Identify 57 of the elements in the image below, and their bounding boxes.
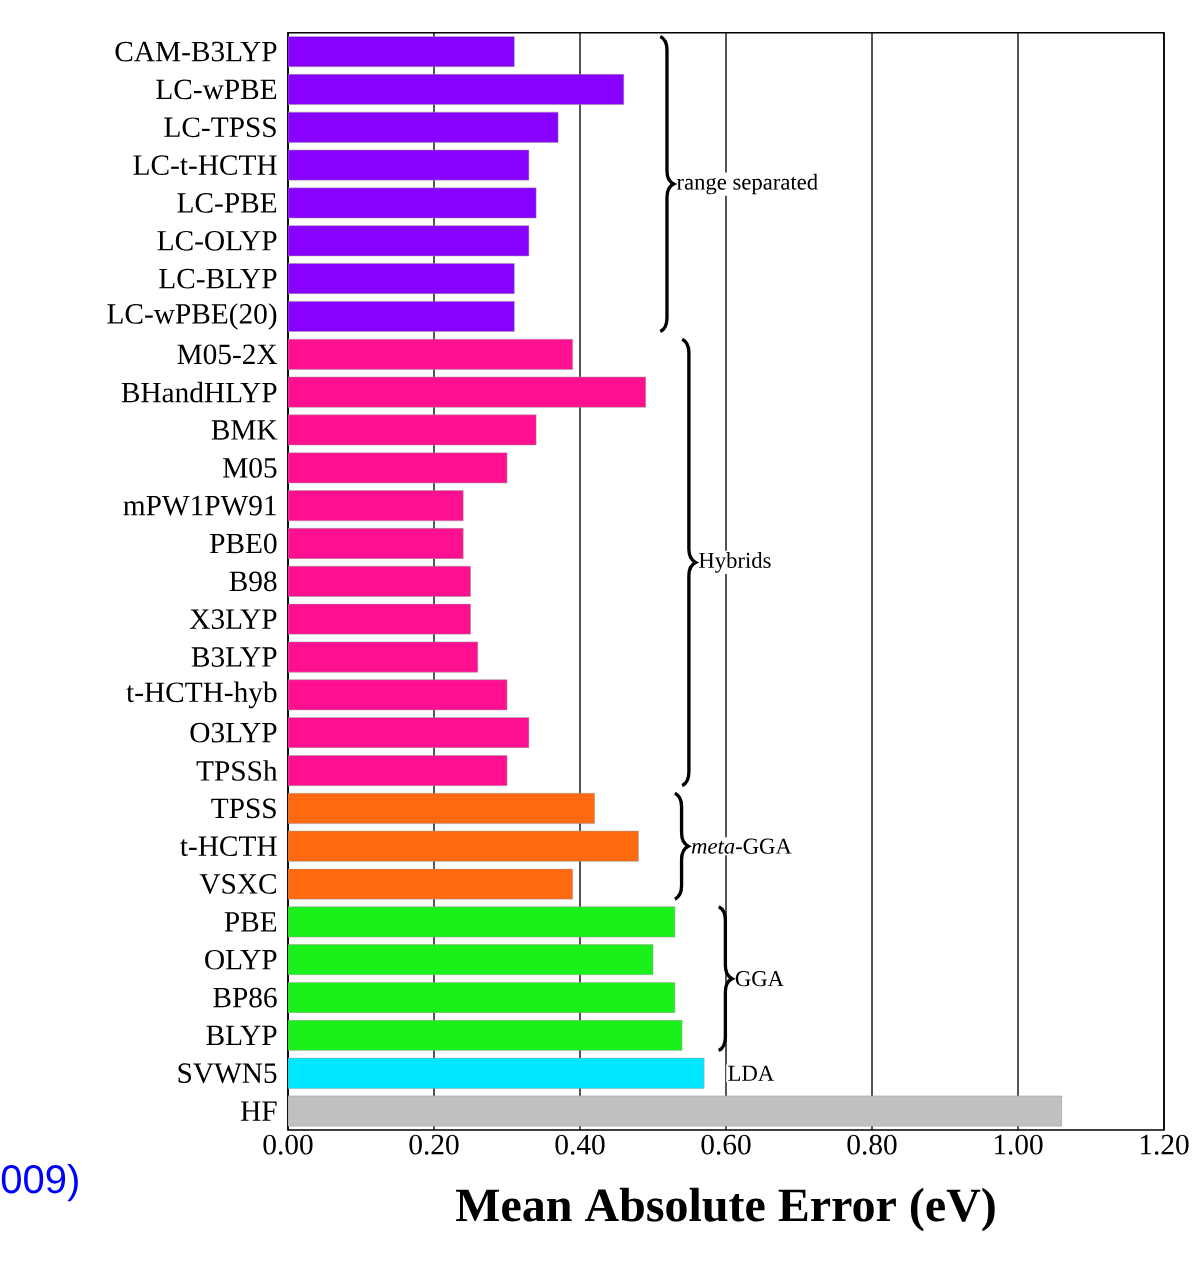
- bar: [287, 490, 464, 522]
- y-tick-label: BHandHLYP: [121, 381, 277, 403]
- x-tick-label: 1.20: [1140, 1134, 1189, 1155]
- y-tick-label: LC-BLYP: [159, 268, 277, 289]
- y-tick-label: LC-TPSS: [164, 117, 276, 138]
- y-tick-label: PBE: [224, 912, 277, 932]
- bar: [287, 225, 530, 257]
- y-tick-label: TPSS: [211, 798, 276, 819]
- bar: [287, 111, 559, 143]
- x-tick-label: 0.00: [263, 1134, 313, 1155]
- y-tick-label: PBE0: [209, 533, 277, 554]
- x-tick-label: 0.60: [701, 1134, 751, 1155]
- bar: [287, 641, 479, 673]
- bar: [287, 906, 676, 938]
- annotation: range separated: [676, 173, 818, 195]
- y-tick-label: TPSSh: [196, 760, 278, 781]
- y-tick-label: M05: [222, 457, 277, 478]
- y-tick-label: B3LYP: [191, 647, 277, 667]
- bar: [287, 528, 464, 559]
- text: 009): [1, 1164, 78, 1202]
- bar: [287, 792, 595, 824]
- x-tick-label: 0.80: [847, 1134, 897, 1155]
- annotation: Hybrids: [699, 552, 771, 573]
- y-tick-label: BP86: [213, 987, 277, 1008]
- y-tick-label: CAM-B3LYP: [115, 41, 277, 62]
- x-tick-label: 0.40: [555, 1134, 605, 1155]
- x-axis-title: Mean Absolute Error (eV): [455, 1187, 995, 1232]
- x-tick-label: 0.20: [409, 1134, 459, 1155]
- y-tick-label: VSXC: [199, 874, 276, 894]
- bar: [287, 1057, 705, 1089]
- bar: [287, 414, 537, 446]
- bar: [287, 1095, 1063, 1127]
- annotation: meta-GGA: [691, 838, 792, 854]
- y-tick-label: LC-PBE: [177, 193, 277, 213]
- y-tick-label: LC-OLYP: [157, 230, 277, 251]
- y-tick-label: OLYP: [205, 949, 277, 970]
- bar: [287, 830, 639, 862]
- annotation: LDA: [728, 1065, 774, 1081]
- y-tick-label: mPW1PW91: [123, 495, 276, 516]
- bar: [287, 376, 646, 408]
- bar: [287, 74, 625, 105]
- annotation: GGA: [735, 971, 784, 987]
- y-tick-label: BLYP: [206, 1025, 277, 1046]
- y-tick-label: HF: [240, 1101, 277, 1121]
- y-tick-label: t-HCTH-hyb: [126, 681, 277, 709]
- y-tick-label: LC-t-HCTH: [133, 155, 277, 175]
- y-tick-label: M05-2X: [177, 344, 278, 365]
- y-tick-label: LC-wPBE(20): [107, 303, 277, 330]
- y-tick-label: B98: [229, 571, 277, 592]
- x-tick-label: 1.00: [994, 1134, 1043, 1155]
- y-tick-label: X3LYP: [189, 609, 277, 630]
- y-tick-label: t-HCTH: [180, 836, 277, 857]
- y-tick-label: O3LYP: [190, 722, 277, 743]
- y-tick-label: LC-wPBE: [156, 79, 277, 100]
- y-tick-label: SVWN5: [178, 1063, 277, 1084]
- bar: [287, 263, 515, 295]
- y-tick-label: BMK: [211, 420, 278, 440]
